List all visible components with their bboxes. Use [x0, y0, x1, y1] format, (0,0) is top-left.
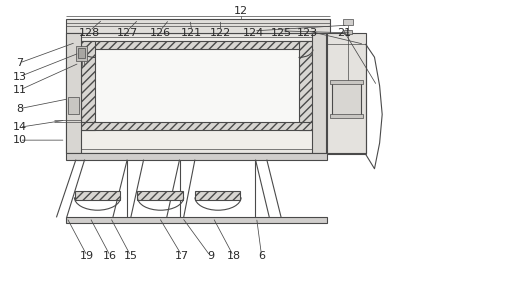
Text: 10: 10: [12, 135, 27, 145]
Bar: [332, 82, 361, 116]
Bar: [195, 191, 240, 200]
Bar: [66, 33, 330, 153]
Bar: [95, 49, 299, 122]
Bar: [343, 19, 353, 25]
Bar: [330, 80, 363, 84]
Bar: [66, 217, 327, 223]
Bar: [68, 97, 79, 114]
Text: 126: 126: [149, 28, 171, 38]
Bar: [330, 114, 363, 118]
Text: 14: 14: [12, 122, 27, 132]
Text: 121: 121: [181, 28, 203, 38]
Text: 124: 124: [243, 28, 265, 38]
Text: 127: 127: [116, 28, 138, 38]
Bar: [76, 46, 87, 61]
Text: 21: 21: [337, 28, 351, 38]
Text: 13: 13: [12, 72, 27, 82]
Bar: [74, 37, 321, 149]
Bar: [299, 41, 313, 130]
Bar: [66, 33, 81, 153]
Text: 123: 123: [297, 28, 319, 38]
Text: 17: 17: [175, 251, 189, 261]
Bar: [344, 30, 352, 34]
Bar: [81, 41, 313, 49]
Text: 7: 7: [16, 58, 23, 68]
Bar: [78, 48, 85, 58]
Bar: [66, 19, 330, 33]
Bar: [81, 41, 95, 130]
Text: 125: 125: [270, 28, 292, 38]
Bar: [66, 153, 327, 160]
Text: 12: 12: [234, 7, 248, 16]
Bar: [327, 33, 366, 153]
Text: 6: 6: [258, 251, 265, 261]
Text: 122: 122: [210, 28, 231, 38]
Text: 11: 11: [12, 85, 27, 95]
Text: 9: 9: [207, 251, 214, 261]
Bar: [312, 33, 326, 153]
Bar: [75, 191, 120, 200]
Text: 15: 15: [124, 251, 138, 261]
Bar: [137, 191, 183, 200]
Text: 19: 19: [80, 251, 94, 261]
Text: 8: 8: [16, 104, 23, 114]
Text: 16: 16: [103, 251, 117, 261]
Bar: [81, 122, 313, 130]
Text: 18: 18: [226, 251, 241, 261]
Text: 128: 128: [79, 28, 101, 38]
